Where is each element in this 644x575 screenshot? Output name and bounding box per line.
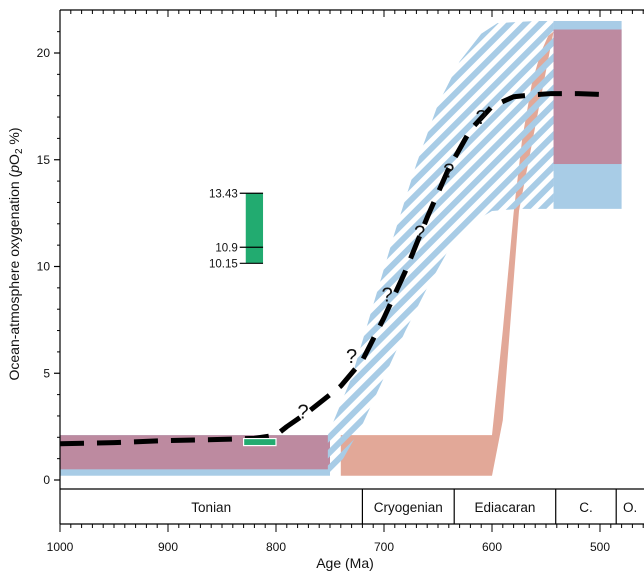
question-mark-5: ? [476,107,487,129]
period-label-0: Tonian [191,500,231,515]
y-tick-label-2: 10 [37,260,51,274]
axes: 0 5 10 15 20 1000 900 800 700 600 500 [37,9,644,554]
proxy-bar-label-0: 13.43 [209,188,238,200]
question-mark-2: ? [382,284,393,306]
y-axis-label: Ocean-atmosphere oxygenation (pO2 %) [6,127,25,380]
hatched-uncertainty-region [327,20,554,479]
proxy-bar-label-1: 10.9 [215,242,237,254]
series-line-0 [60,91,606,447]
x-tick-label-2: 800 [266,540,286,554]
question-mark-1: ? [346,346,357,368]
question-mark-3: ? [414,222,425,244]
x-tick-label-3: 700 [374,540,394,554]
period-label-4: O. [623,500,637,515]
x-tick-label-4: 600 [482,540,502,554]
oxygen-pink-region [340,31,554,476]
period-label-2: Ediacaran [475,500,536,515]
green-marker [243,437,277,447]
period-label-3: C. [579,500,593,515]
x-tick-label-5: 500 [590,540,610,554]
period-bar: Tonian Cryogenian Ediacaran C. O. [59,488,644,525]
question-mark-0: ? [297,402,308,424]
proxy-bar-label-2: 10.15 [209,258,238,270]
x-axis-label: Age (Ma) [316,555,374,571]
period-label-1: Cryogenian [374,500,443,515]
y-tick-label-0: 0 [43,473,50,487]
proxy-bar [245,193,264,264]
y-tick-label-4: 20 [37,46,51,60]
x-tick-label-1: 900 [158,540,178,554]
band-1 [60,435,330,470]
y-tick-label-1: 5 [43,366,50,380]
y-tick-label-3: 15 [37,153,51,167]
annotations: 13.43 10.9 10.15 [209,188,264,270]
question-mark-4: ? [443,160,454,182]
plot-area: ?????? [60,20,622,479]
band-3 [553,29,622,165]
x-tick-label-0: 1000 [47,540,74,554]
